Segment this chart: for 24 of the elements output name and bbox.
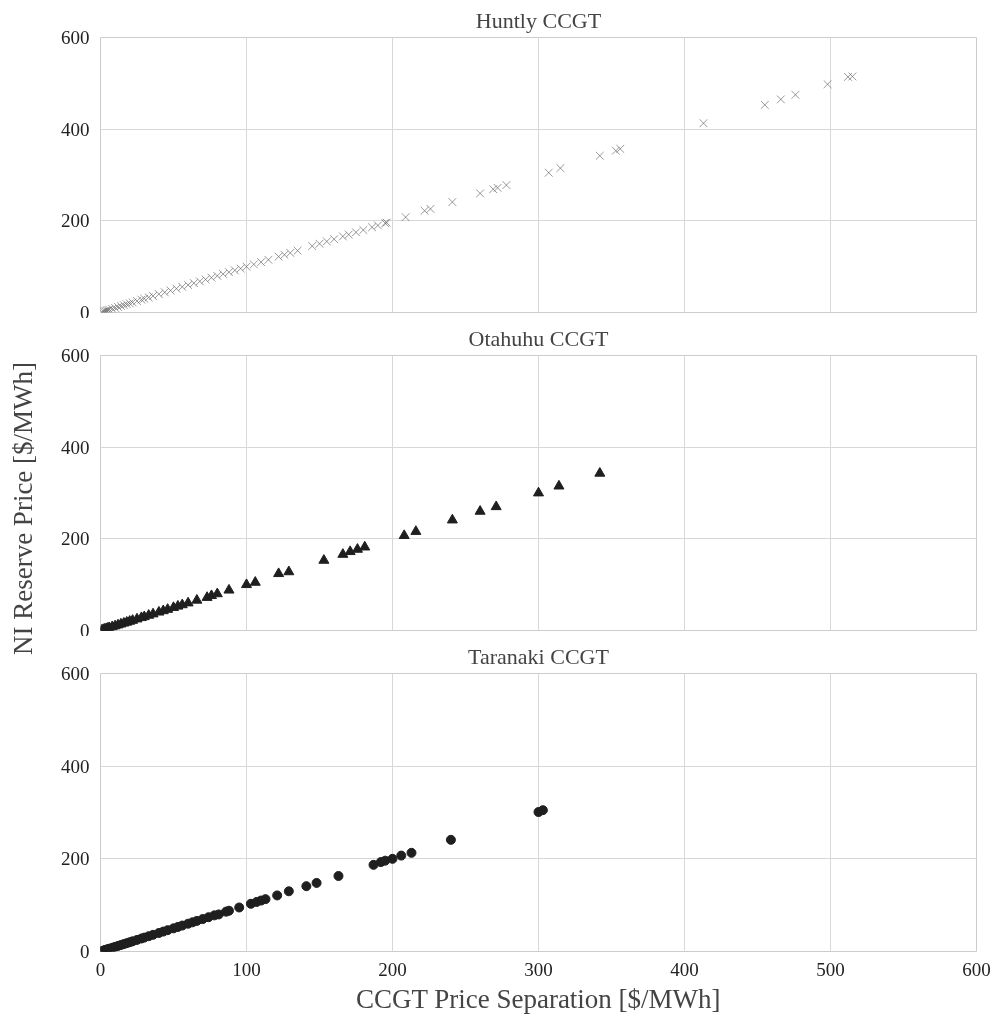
y-tick-label: 200 <box>61 848 90 870</box>
y-tick-label: 0 <box>80 619 90 641</box>
y-tick-label: 400 <box>61 755 90 777</box>
y-tick-label: 600 <box>61 27 90 48</box>
chart-title: Taranaki CCGT <box>468 643 610 669</box>
y-tick-label: 0 <box>80 301 90 323</box>
y-tick-label: 200 <box>61 528 90 550</box>
x-tick-label: 400 <box>670 958 699 980</box>
x-tick-label: 600 <box>962 958 991 980</box>
y-tick-label: 600 <box>61 663 90 684</box>
y-tick-label: 0 <box>80 941 90 962</box>
y-tick-label: 200 <box>61 210 90 232</box>
x-tick-label: 200 <box>378 958 407 980</box>
y-axis-title: NI Reserve Price [$/MWh] <box>7 361 38 656</box>
x-tick-label: 500 <box>816 958 845 980</box>
x-axis-title: CCGT Price Separation [$/MWh] <box>355 983 721 1014</box>
chart-title: Otahuhu CCGT <box>468 325 610 351</box>
y-tick-label: 400 <box>61 118 90 140</box>
y-tick-label: 600 <box>61 345 90 366</box>
x-tick-label: 100 <box>232 958 261 980</box>
x-tick-label: 300 <box>524 958 553 980</box>
chart-title: Huntly CCGT <box>475 7 602 33</box>
y-tick-label: 400 <box>61 436 90 458</box>
x-tick-label: 0 <box>95 958 106 980</box>
